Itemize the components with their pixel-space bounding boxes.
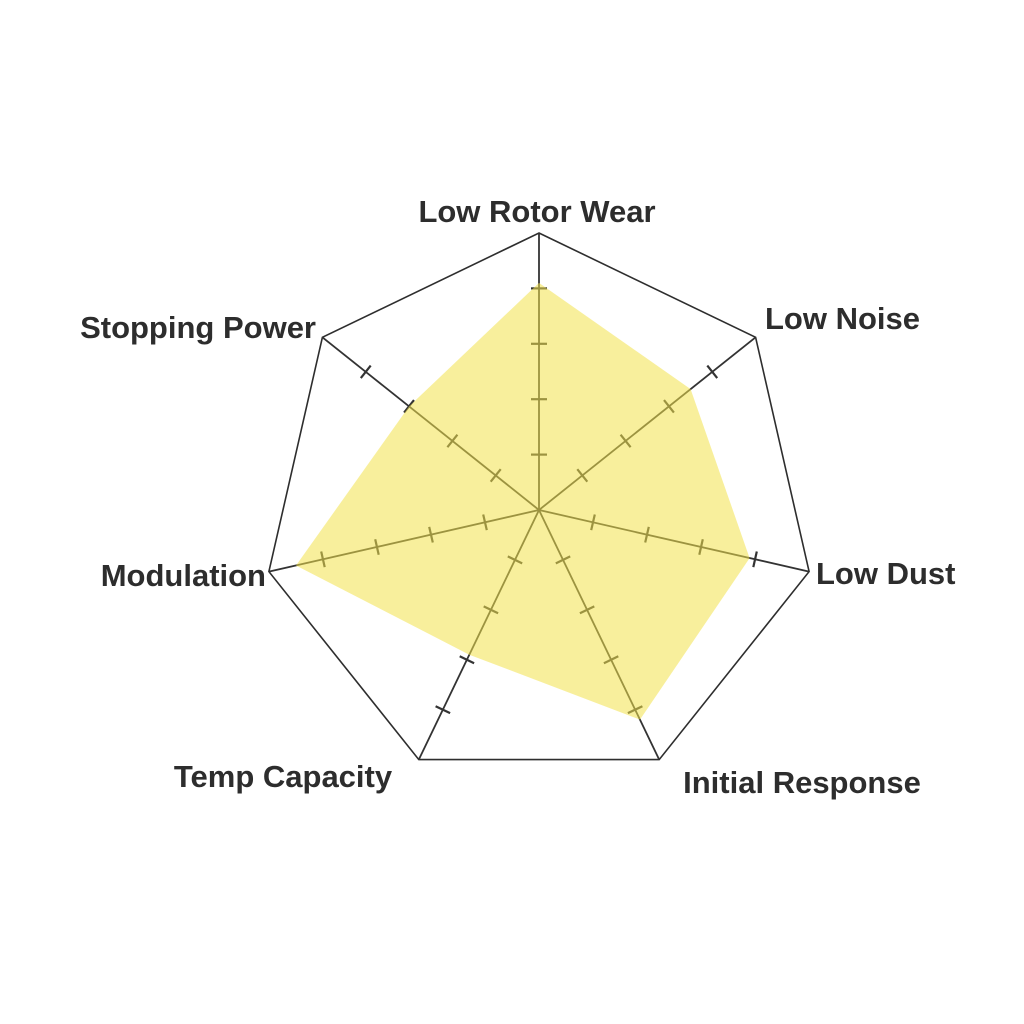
radar-tick-stopping-power-4 bbox=[359, 364, 372, 379]
axis-label-temp-capacity: Temp Capacity bbox=[174, 759, 393, 794]
radar-axis-labels: Low Rotor Wear Low Noise Low Dust Initial R… bbox=[80, 194, 955, 800]
axis-label-low-noise: Low Noise bbox=[765, 301, 920, 336]
radar-tick-temp-capacity-3 bbox=[459, 655, 475, 665]
axis-label-low-dust: Low Dust bbox=[816, 556, 956, 591]
radar-tick-temp-capacity-4 bbox=[435, 705, 451, 715]
axis-label-initial-response: Initial Response bbox=[683, 765, 921, 800]
radar-tick-stopping-power-3 bbox=[403, 399, 415, 414]
radar-data-polygon bbox=[296, 282, 750, 720]
radar-data-layer bbox=[296, 282, 750, 720]
radar-outline bbox=[268, 232, 810, 761]
radar-outer-ring bbox=[268, 232, 810, 761]
axis-label-stopping-power: Stopping Power bbox=[80, 310, 316, 345]
axis-label-low-rotor-wear: Low Rotor Wear bbox=[418, 194, 655, 229]
radar-tick-low-dust-4 bbox=[752, 551, 758, 568]
radar-tick-low-noise-4 bbox=[706, 364, 719, 379]
axis-label-modulation: Modulation bbox=[101, 558, 266, 593]
